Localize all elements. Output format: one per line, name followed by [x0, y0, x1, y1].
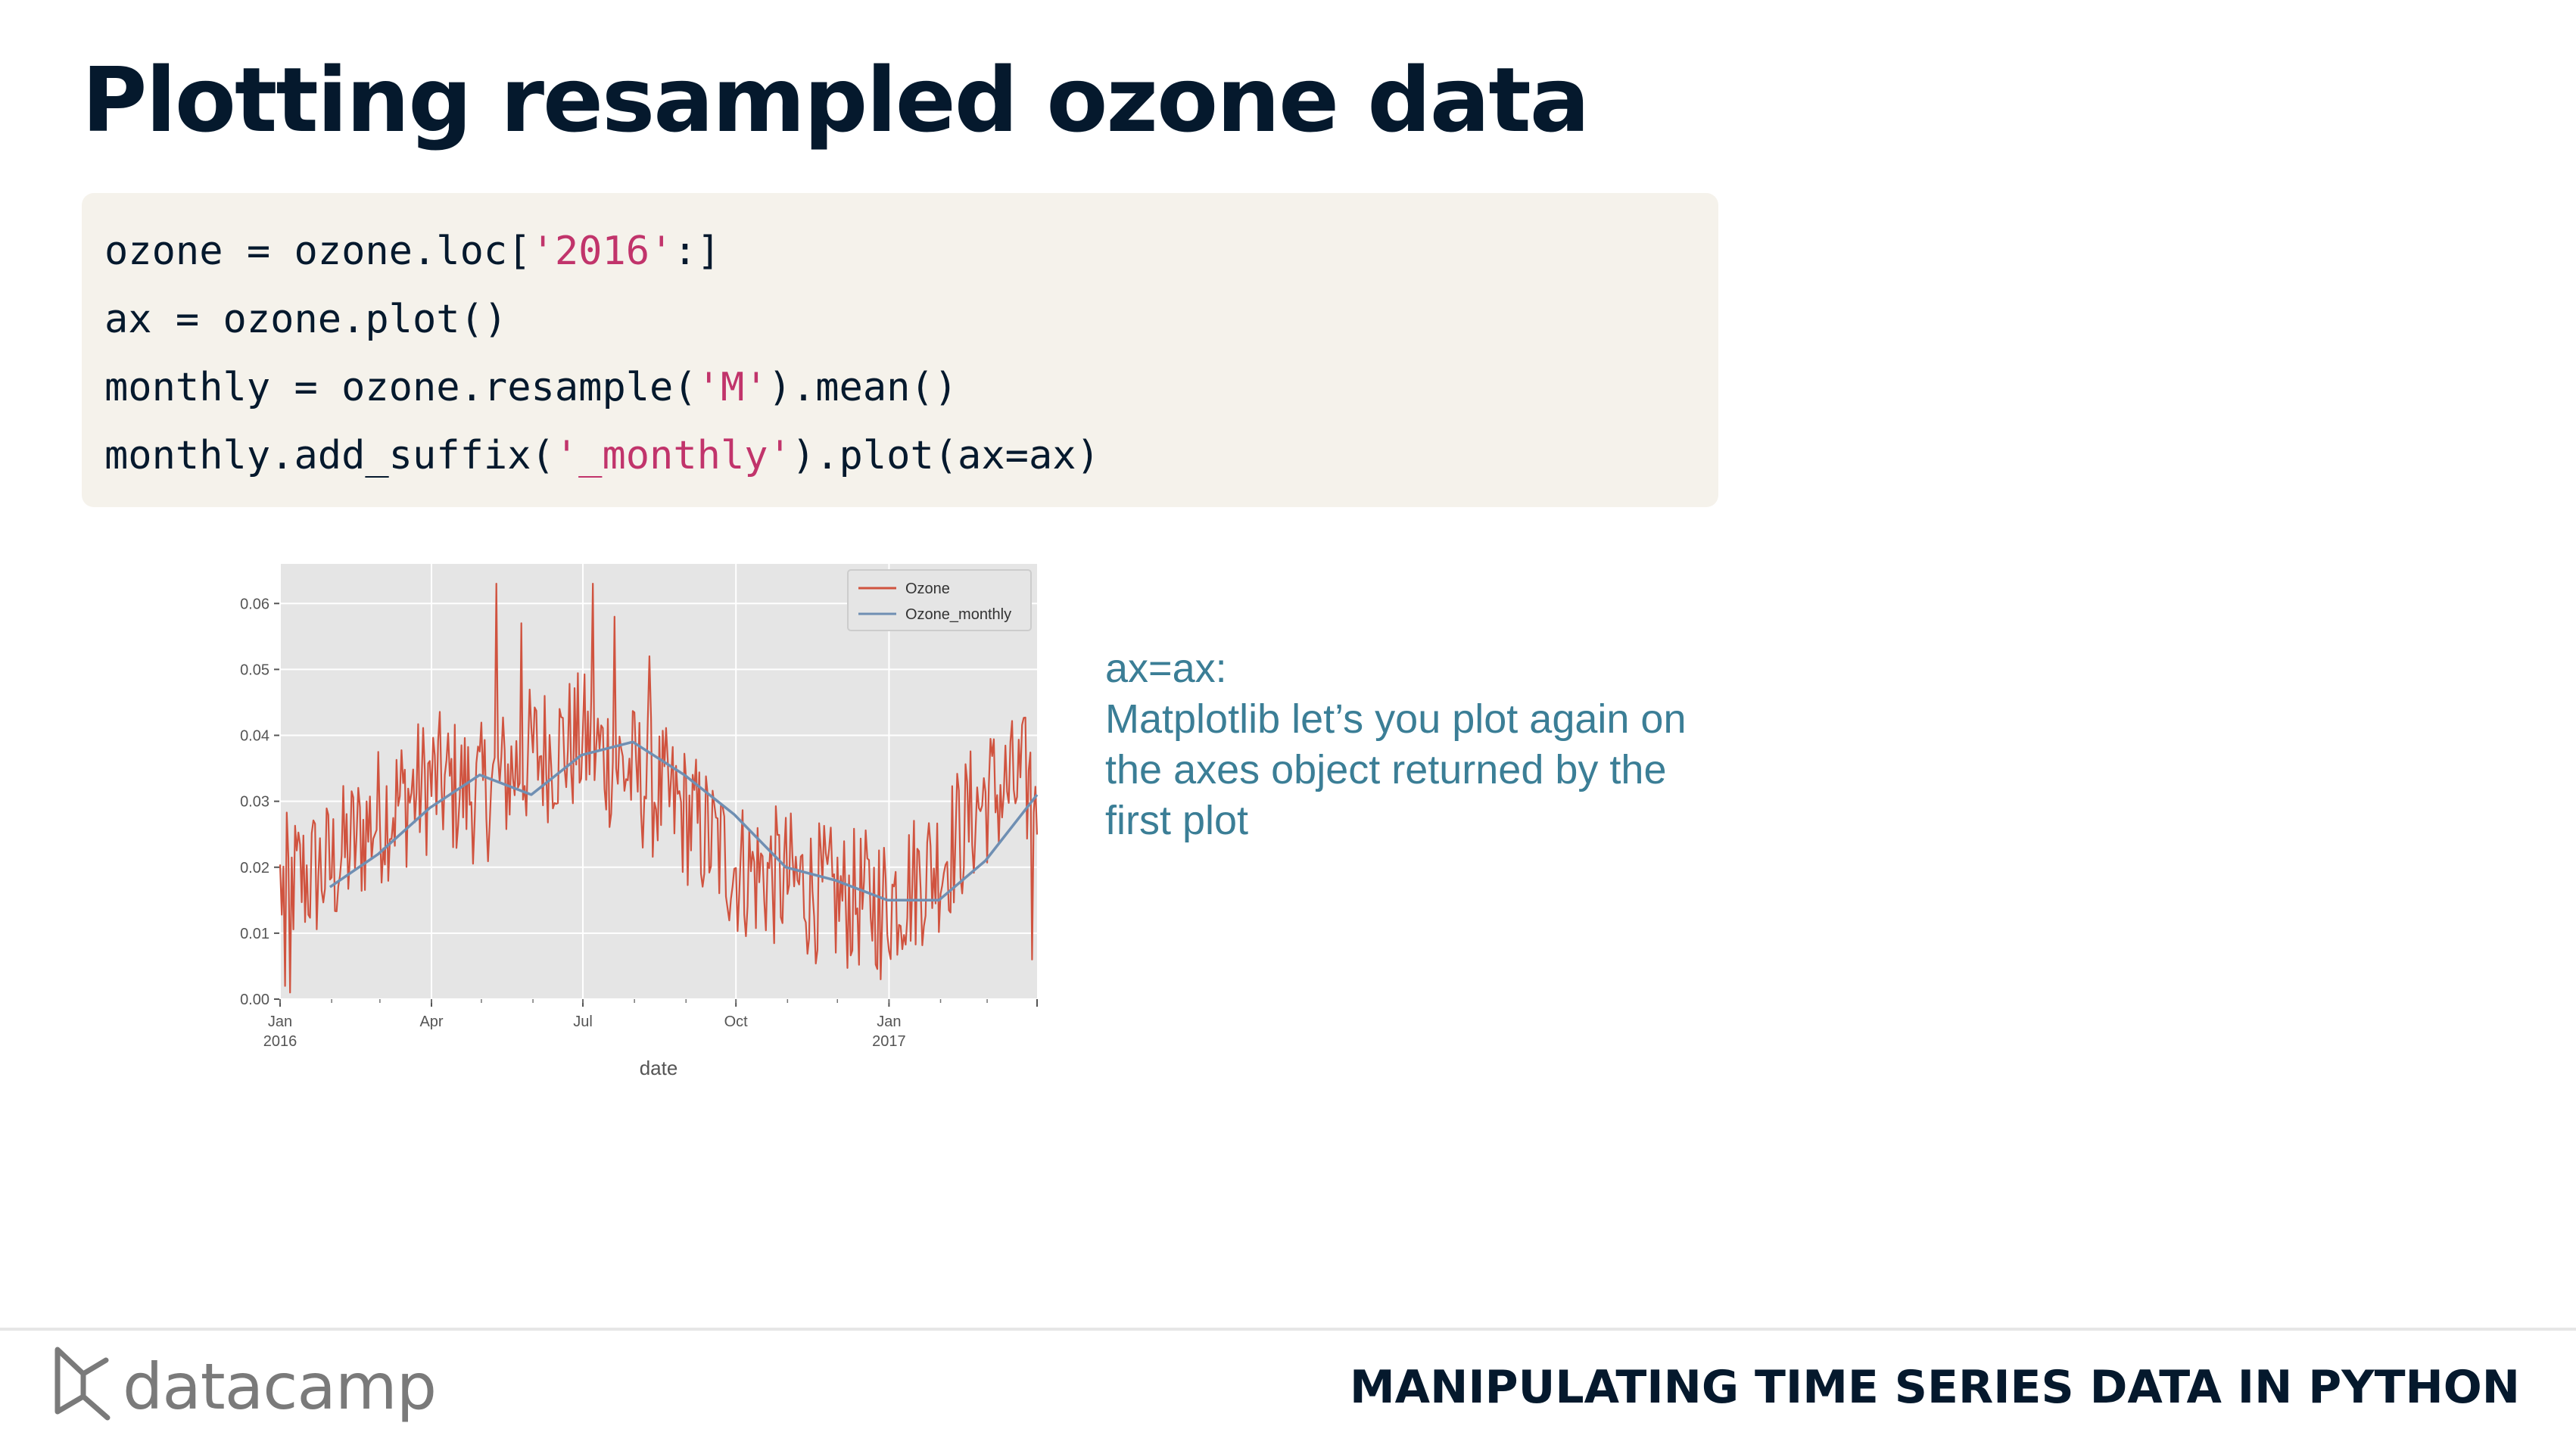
y-tick-label: 0.05: [240, 662, 269, 678]
y-tick-label: 0.04: [240, 728, 269, 745]
code-line-3: monthly = ozone.resample('M').mean(): [104, 353, 1696, 422]
footer-divider: [0, 1328, 2576, 1331]
code-text: monthly.add_suffix(: [104, 433, 555, 478]
ozone-chart: 0.00 0.01 0.02 0.03 0.04 0.05 0.06 Jan 2016 Apr Ju…: [204, 545, 1060, 1098]
datacamp-logo: datacamp: [53, 1344, 447, 1434]
y-tick-label: 0.01: [240, 926, 269, 942]
annotation-line-3: first plot: [1105, 798, 1249, 843]
code-line-2: ax = ozone.plot(): [104, 285, 1696, 353]
x-tick-label: Jan: [268, 1014, 292, 1030]
code-text: ).mean(): [768, 365, 958, 410]
y-tick-label: 0.06: [240, 596, 269, 612]
code-text: ).plot(ax=ax): [791, 433, 1100, 478]
datacamp-logo-icon: [55, 1347, 111, 1421]
code-string: '2016': [531, 229, 674, 274]
y-tick-label: 0.02: [240, 860, 269, 877]
legend-box: [847, 569, 1032, 631]
x-tick-label: Jul: [573, 1014, 593, 1030]
legend-label-ozone: Ozone: [905, 581, 950, 597]
course-title: MANIPULATING TIME SERIES DATA IN PYTHON: [1349, 1361, 2520, 1414]
slide-title: Plotting resampled ozone data: [82, 48, 1590, 152]
annotation-heading: ax=ax:: [1105, 646, 1227, 691]
x-axis-label: date: [640, 1057, 678, 1079]
y-tick-label: 0.03: [240, 794, 269, 811]
x-tick-label: Oct: [724, 1014, 749, 1030]
brand-name: datacamp: [123, 1350, 437, 1424]
code-block: ozone = ozone.loc['2016':] ax = ozone.pl…: [82, 193, 1718, 507]
x-tick-year-label: 2017: [872, 1033, 906, 1050]
annotation-block: ax=ax: Matplotlib let’s you plot again o…: [1105, 643, 1771, 846]
code-text: ax = ozone.plot(): [104, 297, 508, 342]
x-tick-label: Apr: [419, 1014, 443, 1030]
y-tick-label: 0.00: [240, 992, 269, 1008]
x-tick-label: Jan: [877, 1014, 901, 1030]
code-text: monthly = ozone.resample(: [104, 365, 697, 410]
legend-label-monthly: Ozone_monthly: [905, 606, 1011, 623]
code-string: 'M': [696, 365, 768, 410]
code-line-4: monthly.add_suffix('_monthly').plot(ax=a…: [104, 422, 1696, 490]
code-line-1: ozone = ozone.loc['2016':]: [104, 217, 1696, 285]
code-text: :]: [673, 229, 721, 274]
annotation-line-2: the axes object returned by the: [1105, 747, 1667, 792]
annotation-line-1: Matplotlib let’s you plot again on: [1105, 696, 1687, 742]
series-ozone-monthly-line: [329, 740, 1039, 902]
x-tick-year-label: 2016: [263, 1033, 297, 1050]
series-ozone-line: [279, 582, 1039, 994]
chart-svg: 0.00 0.01 0.02 0.03 0.04 0.05 0.06 Jan 2016 Apr Ju…: [240, 564, 1039, 1079]
code-text: ozone = ozone.loc[: [104, 229, 531, 274]
code-string: '_monthly': [554, 433, 792, 478]
